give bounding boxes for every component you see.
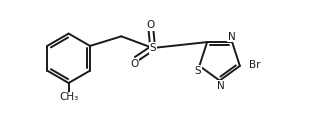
Text: N: N: [228, 32, 236, 42]
Text: N: N: [217, 81, 225, 91]
Text: O: O: [147, 20, 155, 30]
Text: O: O: [130, 59, 139, 69]
Text: Br: Br: [248, 60, 260, 70]
Text: S: S: [194, 66, 201, 76]
Text: CH₃: CH₃: [59, 92, 78, 102]
Text: S: S: [149, 43, 156, 53]
